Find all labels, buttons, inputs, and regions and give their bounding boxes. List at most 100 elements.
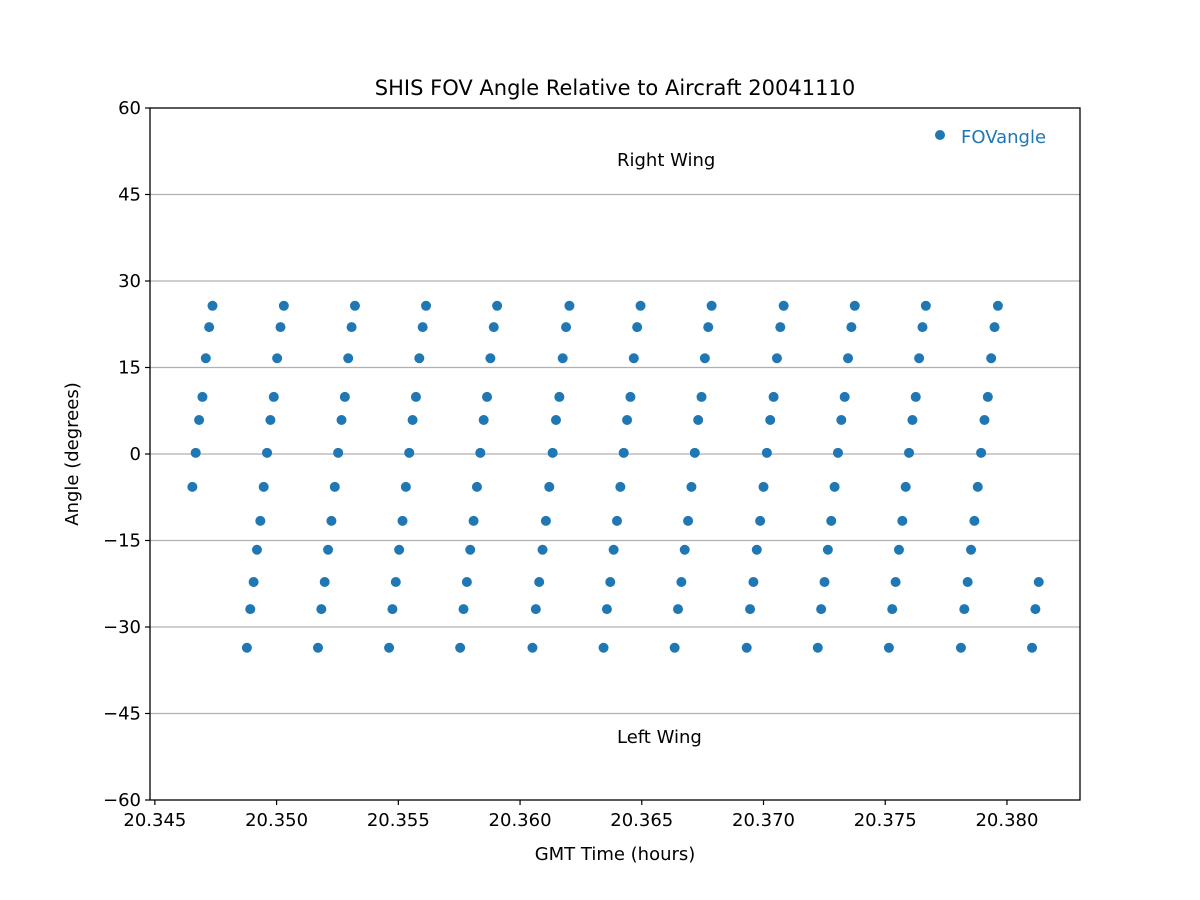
x-tick-label: 20.345 <box>123 810 186 831</box>
data-point <box>455 642 466 653</box>
data-point <box>527 642 538 653</box>
data-point <box>387 604 398 615</box>
data-point <box>849 300 860 311</box>
data-point <box>200 353 211 364</box>
data-point <box>992 300 1003 311</box>
data-point <box>699 353 710 364</box>
data-point <box>628 353 639 364</box>
data-point <box>547 447 558 458</box>
data-point <box>741 642 752 653</box>
legend-label: FOVangle <box>961 127 1046 148</box>
y-tick-label: 60 <box>118 98 141 119</box>
x-tick-label: 20.375 <box>854 810 917 831</box>
legend: FOVangle <box>935 127 1046 148</box>
data-point <box>966 544 977 555</box>
data-point <box>204 322 215 333</box>
data-point <box>339 391 350 402</box>
data-point <box>829 481 840 492</box>
data-point <box>561 322 572 333</box>
y-tick-label: 30 <box>118 271 141 292</box>
x-tick-label: 20.370 <box>732 810 795 831</box>
annotation-right-wing: Right Wing <box>617 150 715 171</box>
data-point <box>846 322 857 333</box>
data-point <box>843 353 854 364</box>
data-point <box>893 544 904 555</box>
data-point <box>669 642 680 653</box>
data-point <box>255 515 266 526</box>
data-point <box>550 414 561 425</box>
data-point <box>822 544 833 555</box>
data-point <box>262 447 273 458</box>
data-point <box>384 642 395 653</box>
data-point <box>907 414 918 425</box>
data-point <box>397 515 408 526</box>
data-point <box>414 353 425 364</box>
data-point <box>914 353 925 364</box>
data-point <box>554 391 565 402</box>
data-point <box>312 642 323 653</box>
data-point <box>404 447 415 458</box>
y-tick-label: −30 <box>103 617 141 638</box>
data-point <box>468 515 479 526</box>
data-point <box>904 447 915 458</box>
data-point <box>890 577 901 588</box>
y-tick-label: 15 <box>118 358 141 379</box>
data-point <box>534 577 545 588</box>
data-point <box>390 577 401 588</box>
data-point <box>826 515 837 526</box>
data-point <box>768 391 779 402</box>
data-point <box>1033 577 1044 588</box>
y-tick-label: −60 <box>103 790 141 811</box>
data-point <box>955 642 966 653</box>
x-axis-label: GMT Time (hours) <box>535 844 696 865</box>
data-point <box>333 447 344 458</box>
data-point <box>608 544 619 555</box>
data-point <box>910 391 921 402</box>
y-axis-ticks: 60 45 30 15 0 −15 −30 −45 −60 <box>103 98 150 811</box>
data-point <box>485 353 496 364</box>
data-point <box>917 322 928 333</box>
data-point <box>839 391 850 402</box>
data-point <box>611 515 622 526</box>
data-point <box>745 604 756 615</box>
data-point <box>458 604 469 615</box>
data-point <box>190 447 201 458</box>
data-point <box>962 577 973 588</box>
y-axis-label: Angle (degrees) <box>62 382 83 525</box>
data-point <box>537 544 548 555</box>
data-point <box>676 577 687 588</box>
data-point <box>883 642 894 653</box>
data-point <box>410 391 421 402</box>
data-point <box>400 481 411 492</box>
data-point <box>748 577 759 588</box>
legend-marker <box>935 130 945 140</box>
data-point <box>598 642 609 653</box>
data-point <box>982 391 993 402</box>
data-point <box>268 391 279 402</box>
data-point <box>278 300 289 311</box>
data-point <box>248 577 259 588</box>
data-point <box>812 642 823 653</box>
data-point <box>540 515 551 526</box>
data-point <box>635 300 646 311</box>
data-point <box>461 577 472 588</box>
data-point <box>771 353 782 364</box>
data-point <box>319 577 330 588</box>
data-point <box>275 322 286 333</box>
data-point <box>326 515 337 526</box>
data-point <box>488 322 499 333</box>
data-point <box>920 300 931 311</box>
data-point <box>689 447 700 458</box>
data-point <box>679 544 690 555</box>
x-tick-label: 20.360 <box>489 810 552 831</box>
data-point <box>251 544 262 555</box>
data-point <box>564 300 575 311</box>
data-point <box>693 414 704 425</box>
data-point <box>989 322 1000 333</box>
data-point <box>819 577 830 588</box>
data-point <box>703 322 714 333</box>
data-point <box>615 481 626 492</box>
data-point <box>972 481 983 492</box>
data-point <box>686 481 697 492</box>
data-point <box>632 322 643 333</box>
